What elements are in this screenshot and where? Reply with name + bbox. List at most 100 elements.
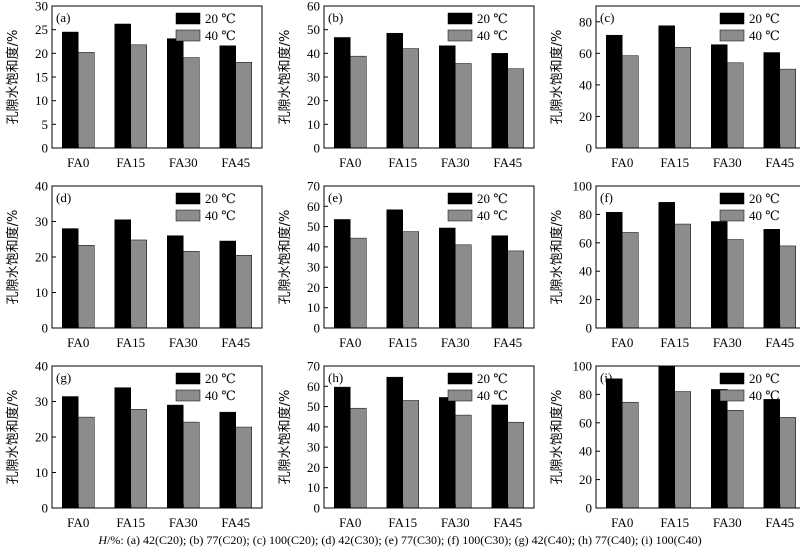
x-tick-label: FA0	[67, 155, 89, 170]
y-tick-label: 0	[314, 321, 321, 336]
bar	[219, 45, 236, 149]
bar	[727, 410, 744, 509]
x-tick-label: FA15	[388, 335, 417, 350]
y-tick-label: 0	[586, 501, 593, 516]
bar	[779, 68, 796, 149]
plot-frame	[595, 365, 800, 509]
bar	[386, 376, 403, 509]
chart-panel: 0 10 20 30 40 50 60 70 FA0 FA15 FA30 FA45 孔隙水饱和度/% (e…	[277, 179, 535, 350]
y-tick-label: 10	[307, 117, 320, 132]
x-tick-label: FA30	[713, 335, 742, 350]
chart-panel: 0 10 20 30 40 FA0 FA15 FA30 FA45 孔隙水饱和度/% (d) 20 ℃ 4…	[5, 179, 263, 350]
y-tick-label: 40	[579, 264, 592, 279]
plot-frame	[323, 365, 535, 509]
x-tick-label: FA30	[441, 155, 470, 170]
legend-swatch	[719, 209, 745, 222]
y-tick-label: 15	[35, 70, 48, 85]
bar	[114, 219, 131, 329]
legend-swatch	[447, 389, 473, 402]
y-tick-label: 30	[307, 440, 320, 455]
legend-label: 40 ℃	[477, 388, 508, 403]
legend-label: 20 ℃	[477, 371, 508, 386]
y-tick-label: 50	[307, 219, 320, 234]
bar	[62, 31, 79, 149]
x-tick-label: FA15	[116, 515, 145, 530]
y-tick-label: 40	[35, 179, 48, 194]
x-tick-label: FA0	[611, 155, 633, 170]
y-tick-label: 0	[314, 501, 321, 516]
x-tick-label: FA30	[169, 155, 198, 170]
bar	[130, 239, 147, 329]
y-tick-label: 0	[586, 321, 593, 336]
plot-frame	[595, 185, 800, 329]
x-tick-label: FA45	[221, 155, 250, 170]
bar	[779, 417, 796, 509]
panel-label: (f)	[600, 190, 613, 205]
bar	[763, 52, 780, 149]
chart-panel: 0 10 20 30 40 50 60 FA0 FA15 FA30 FA45 孔隙水饱和度/% (b) 2…	[277, 0, 535, 170]
bar	[350, 237, 367, 329]
bar	[235, 254, 252, 329]
y-tick-label: 10	[35, 285, 48, 300]
y-axis-label: 孔隙水饱和度/%	[549, 390, 565, 485]
y-axis-label: 孔隙水饱和度/%	[549, 210, 565, 305]
x-tick-label: FA0	[67, 515, 89, 530]
bar	[386, 209, 403, 329]
bar	[219, 411, 236, 509]
bar	[622, 55, 639, 149]
legend-swatch	[447, 12, 473, 25]
y-tick-label: 60	[307, 379, 320, 394]
x-tick-label: FA45	[493, 335, 522, 350]
y-tick-label: 40	[307, 46, 320, 61]
chart-panel: 0 10 20 30 40 50 60 70 FA0 FA15 FA30 FA45 孔隙水饱和度/% (h…	[277, 359, 535, 530]
bar	[78, 52, 95, 149]
plot-frame	[595, 5, 800, 149]
y-tick-label: 80	[579, 387, 592, 402]
bar	[674, 391, 691, 509]
bar	[167, 404, 184, 509]
x-tick-label: FA30	[441, 515, 470, 530]
y-tick-label: 20	[579, 472, 592, 487]
legend-swatch	[175, 192, 201, 205]
bar	[606, 212, 623, 329]
legend-swatch	[175, 209, 201, 222]
x-tick-label: FA15	[660, 515, 689, 530]
legend-swatch	[719, 389, 745, 402]
bar	[235, 62, 252, 149]
bar	[78, 245, 95, 329]
y-tick-label: 0	[314, 141, 321, 156]
x-tick-label: FA30	[441, 335, 470, 350]
figure-caption: H/%: (a) 42(C20); (b) 77(C20); (c) 100(C…	[10, 533, 790, 548]
bar	[402, 231, 419, 329]
bar	[622, 232, 639, 329]
y-tick-label: 0	[42, 141, 49, 156]
y-axis-label: 孔隙水饱和度/%	[5, 210, 21, 305]
bar	[439, 227, 456, 329]
legend-label: 20 ℃	[749, 191, 780, 206]
bar	[130, 409, 147, 509]
x-tick-label: FA30	[713, 155, 742, 170]
y-tick-label: 5	[42, 117, 49, 132]
bar	[779, 245, 796, 329]
bar	[439, 45, 456, 149]
y-axis-label: 孔隙水饱和度/%	[277, 30, 293, 125]
x-tick-label: FA0	[339, 335, 361, 350]
legend-label: 40 ℃	[477, 208, 508, 223]
bar	[491, 235, 508, 329]
bar	[62, 396, 79, 509]
bar	[507, 68, 524, 149]
x-tick-label: FA45	[493, 515, 522, 530]
bar	[78, 416, 95, 509]
legend-label: 40 ℃	[749, 28, 780, 43]
x-tick-label: FA0	[67, 335, 89, 350]
chart-panel: 0 20 40 60 80 100 FA0 FA15 FA30 FA45 孔隙水饱和度/% (f) 20…	[549, 179, 800, 350]
panel-label: (e)	[328, 190, 342, 205]
y-tick-label: 25	[35, 22, 48, 37]
legend-label: 20 ℃	[205, 371, 236, 386]
y-tick-label: 30	[307, 70, 320, 85]
bar	[183, 421, 200, 509]
bar	[334, 386, 351, 509]
x-tick-label: FA45	[221, 515, 250, 530]
panel-label: (b)	[328, 10, 343, 25]
bar	[507, 250, 524, 329]
